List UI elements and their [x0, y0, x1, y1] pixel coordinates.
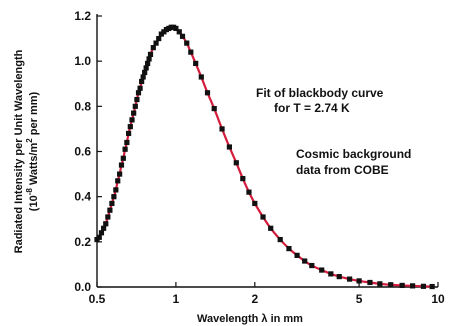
y-axis-title-line2-exp: -8	[25, 188, 34, 196]
y-tick-label: 0.6	[74, 145, 91, 159]
data-point	[302, 258, 308, 264]
data-point	[246, 189, 252, 195]
data-point	[150, 45, 156, 51]
data-point	[319, 267, 325, 273]
data-point	[142, 69, 148, 76]
x-tick-label: 0.5	[89, 292, 106, 306]
data-point	[131, 110, 137, 116]
data-point	[356, 278, 362, 284]
data-point	[109, 200, 115, 207]
data-point	[328, 271, 334, 277]
cobe-data-points	[94, 24, 435, 290]
data-point	[137, 85, 143, 91]
x-tick-label: 5	[356, 292, 363, 306]
y-axis-title-line1: Radiated Intensity per Unit Wavelength	[13, 49, 25, 253]
data-point	[240, 176, 246, 182]
data-point	[219, 126, 225, 132]
annotation-fit-line2: for T = 2.74 K	[274, 101, 350, 115]
data-point	[179, 33, 186, 39]
y-axis-title-line2-mid: Watts/m	[28, 143, 40, 189]
data-point	[147, 51, 154, 57]
y-tick-label: 0.0	[74, 280, 91, 294]
y-tick-label: 0.4	[74, 190, 91, 204]
data-point	[173, 25, 179, 32]
y-axis-title-line2: (10-8 Watts/m2 per mm)	[25, 91, 40, 211]
data-point	[410, 283, 416, 289]
data-point	[122, 146, 128, 152]
data-point	[367, 279, 373, 286]
data-point	[129, 117, 135, 123]
data-point	[134, 96, 140, 103]
data-point	[117, 171, 123, 177]
data-point	[260, 214, 266, 220]
y-axis-title: Radiated Intensity per Unit Wavelength (…	[13, 49, 40, 253]
x-tick-label: 10	[431, 292, 445, 306]
data-point	[204, 90, 211, 96]
tick-labels: 0.0 0.2 0.4 0.6 0.8 1.0 1.2 0.5 1 2 5 10	[74, 9, 445, 306]
data-point	[120, 155, 126, 161]
data-point	[156, 35, 162, 42]
data-point	[211, 105, 217, 112]
x-tick-label: 1	[173, 292, 180, 306]
x-axis-title: Wavelength λ in mm	[197, 313, 303, 325]
data-point	[146, 56, 152, 62]
data-point	[399, 282, 405, 289]
data-point	[124, 139, 130, 146]
data-point	[277, 236, 283, 243]
data-point	[132, 103, 138, 109]
data-point	[140, 74, 146, 80]
data-point	[143, 65, 149, 71]
data-point	[193, 60, 199, 67]
data-point	[96, 234, 102, 240]
y-axis-title-line2-exp2: 2	[25, 138, 34, 143]
annotation-cobe-line2: data from COBE	[296, 163, 389, 177]
data-point	[145, 60, 151, 67]
data-point	[115, 178, 121, 184]
data-point	[347, 276, 353, 282]
data-point	[377, 281, 383, 287]
data-point	[188, 49, 194, 55]
data-point	[111, 194, 117, 200]
y-tick-label: 1.0	[74, 54, 91, 68]
y-tick-label: 0.8	[74, 99, 91, 113]
data-point	[176, 29, 182, 35]
data-point	[226, 144, 232, 150]
data-point	[135, 90, 142, 96]
data-point	[198, 74, 204, 80]
data-point	[139, 78, 145, 85]
data-point	[184, 40, 190, 46]
y-tick-label: 0.2	[74, 235, 91, 249]
data-point	[101, 225, 107, 231]
data-point	[252, 200, 258, 207]
data-point	[105, 214, 111, 220]
x-tick-label: 2	[251, 292, 258, 306]
data-point	[420, 283, 427, 289]
data-point	[294, 252, 300, 258]
data-point	[309, 262, 315, 269]
data-point	[107, 207, 113, 213]
data-point	[118, 162, 125, 168]
data-point	[233, 160, 239, 166]
data-point	[153, 40, 159, 46]
data-point	[268, 225, 274, 231]
data-point	[388, 282, 394, 288]
annotation-fit: Fit of blackbody curve for T = 2.74 K	[256, 86, 384, 115]
y-axis-title-line2-suffix: per mm)	[28, 91, 40, 138]
data-point	[126, 130, 132, 137]
data-point	[113, 187, 119, 193]
annotation-fit-line1: Fit of blackbody curve	[256, 86, 384, 100]
annotation-cobe: Cosmic background data from COBE	[296, 147, 411, 177]
y-axis-title-line2-prefix: (10	[28, 195, 40, 211]
y-tick-label: 1.2	[74, 9, 91, 23]
data-point	[98, 230, 105, 236]
data-point	[103, 221, 109, 227]
data-point	[336, 274, 342, 280]
annotation-cobe-line1: Cosmic background	[296, 147, 411, 161]
data-point	[127, 124, 133, 130]
data-point	[429, 283, 435, 290]
data-point	[286, 246, 292, 252]
